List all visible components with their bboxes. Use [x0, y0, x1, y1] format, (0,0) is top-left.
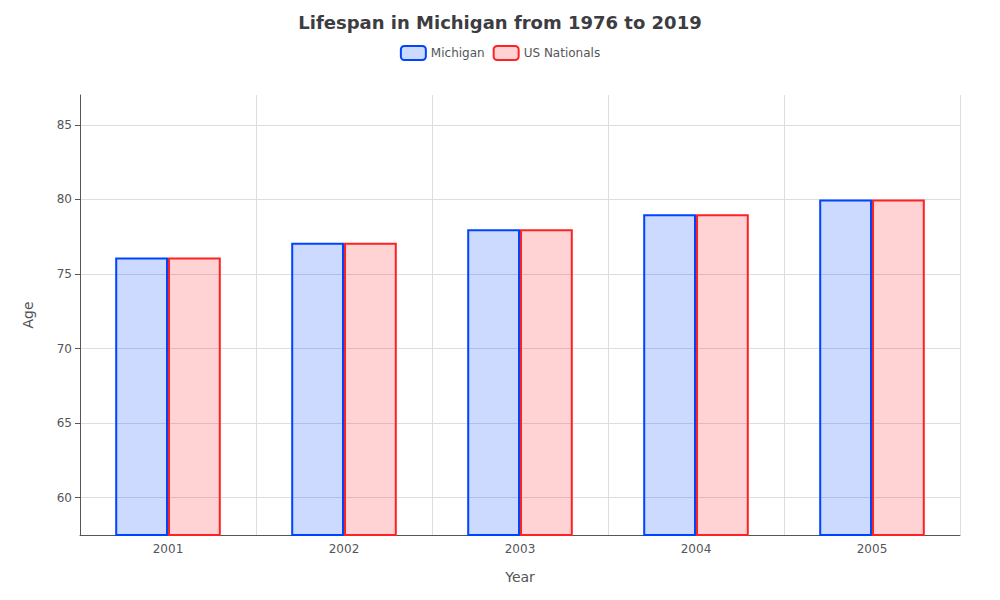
svg-text:2002: 2002: [329, 542, 360, 556]
svg-text:Year: Year: [504, 569, 535, 585]
svg-text:70: 70: [57, 342, 72, 356]
svg-text:60: 60: [57, 491, 72, 505]
svg-text:65: 65: [57, 416, 72, 430]
svg-text:Michigan: Michigan: [431, 46, 485, 60]
svg-text:75: 75: [57, 267, 72, 281]
svg-text:2005: 2005: [857, 542, 888, 556]
svg-text:80: 80: [57, 192, 72, 206]
svg-text:US Nationals: US Nationals: [524, 46, 600, 60]
svg-text:Lifespan in Michigan from 1976: Lifespan in Michigan from 1976 to 2019: [298, 12, 701, 33]
svg-text:2001: 2001: [153, 542, 184, 556]
svg-text:Age: Age: [20, 301, 36, 328]
svg-text:85: 85: [57, 118, 72, 132]
svg-text:2004: 2004: [681, 542, 712, 556]
svg-text:2003: 2003: [505, 542, 536, 556]
